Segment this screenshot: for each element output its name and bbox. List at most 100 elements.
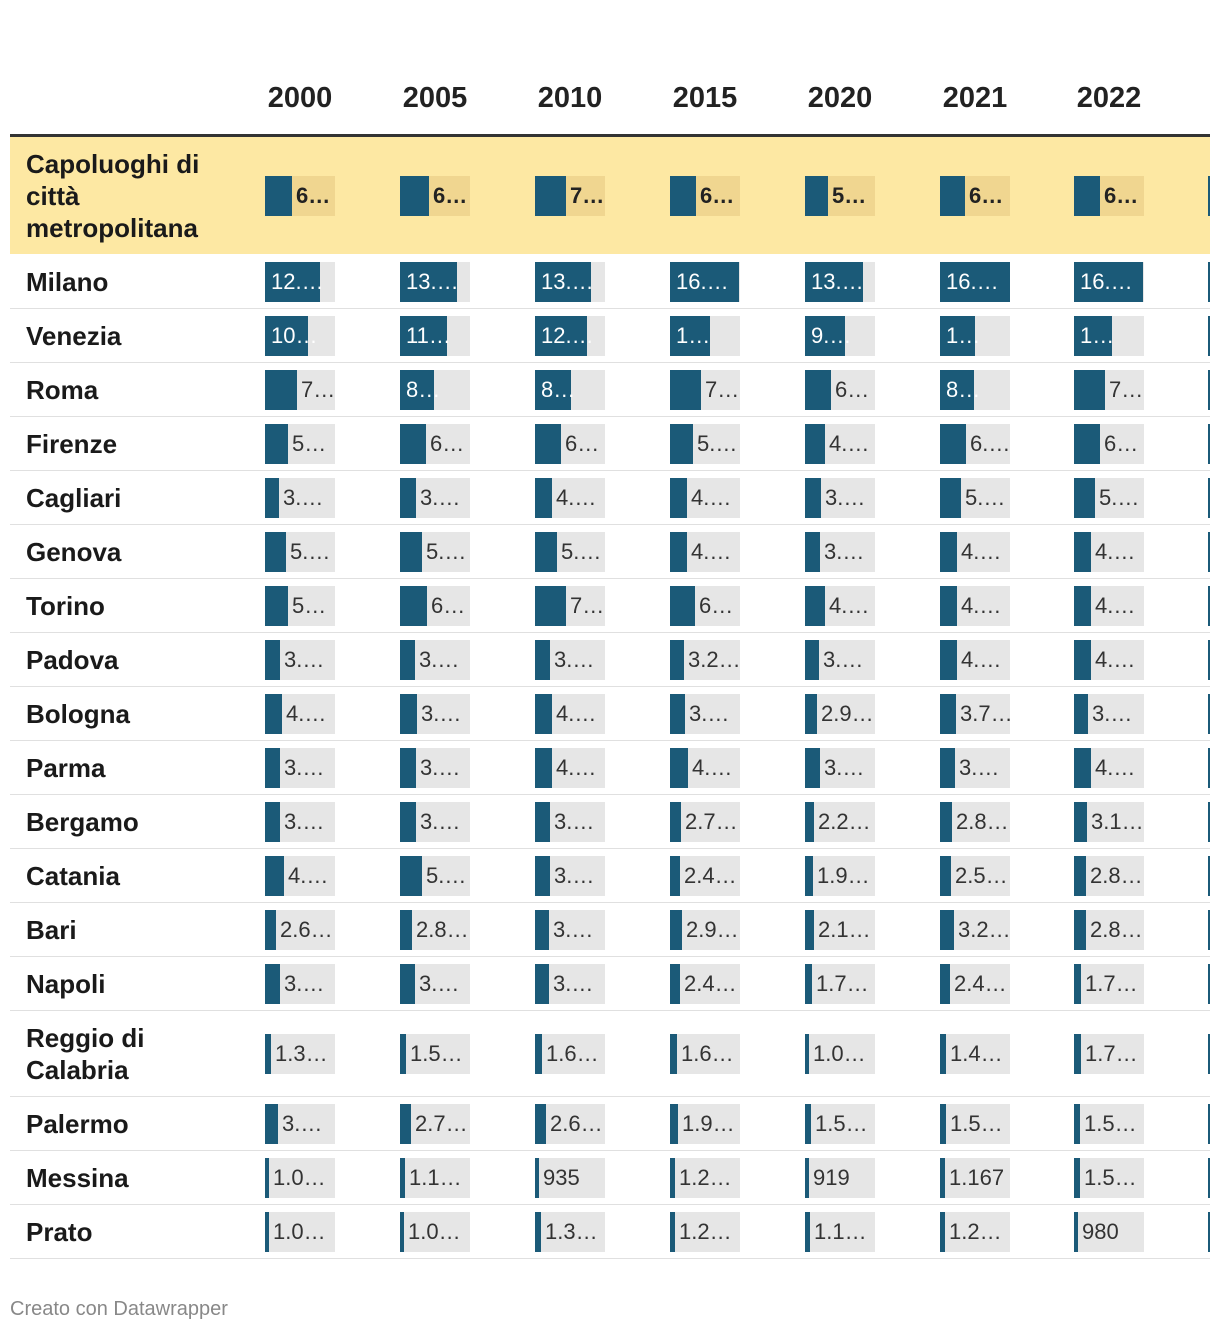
next-column-bar-edge: [1208, 478, 1210, 518]
bar: [805, 964, 812, 1004]
year-header-2022[interactable]: 2022: [1076, 82, 1142, 114]
table-row: Firenze 5… 6… 6… 5.… 4.… 6.… 6…: [10, 417, 1210, 471]
bar-cell: 3.…: [805, 532, 875, 572]
bar: [670, 1104, 678, 1144]
bar-value-label: 6…: [431, 593, 466, 618]
bar-cell: 1.3…: [265, 1034, 335, 1074]
bar-cell: 2.4…: [670, 964, 740, 1004]
bar: [805, 262, 863, 302]
bar-cell: 11…: [400, 316, 470, 356]
bar-track: [805, 910, 875, 950]
bar: [1074, 1034, 1081, 1074]
bar-cell: 3.…: [400, 640, 470, 680]
bar: [670, 586, 695, 626]
bar: [400, 802, 416, 842]
bar-cell: 6…: [1074, 424, 1144, 464]
next-column-bar-edge: [1208, 586, 1210, 626]
bar-track: [940, 1104, 1010, 1144]
bar: [1074, 176, 1100, 216]
next-column-bar-edge: [1208, 1034, 1210, 1074]
year-header-2010[interactable]: 2010: [537, 82, 603, 114]
bar: [1074, 478, 1095, 518]
bar-value-label: 6…: [1104, 431, 1139, 456]
bar-cell: 4.…: [940, 532, 1010, 572]
bar-value-label: 8…: [946, 377, 981, 402]
bar-value-label: 5.…: [426, 539, 467, 564]
bar-cell: 4.…: [670, 478, 740, 518]
bar-value-label: 2.9…: [821, 701, 874, 726]
year-header-2015[interactable]: 2015: [672, 82, 738, 114]
next-column-bar-edge: [1208, 370, 1210, 410]
bar-cell: 1.5…: [940, 1104, 1010, 1144]
bar-cell: 2.1…: [805, 910, 875, 950]
bar-cell: 2.9…: [805, 694, 875, 734]
bar-cell: 6…: [400, 586, 470, 626]
bar: [400, 856, 422, 896]
bar-cell: 1.4…: [940, 1034, 1010, 1074]
bar-cell: 3.…: [940, 748, 1010, 788]
bar-value-label: 5.…: [1099, 485, 1140, 510]
bar-value-label: 2.6…: [280, 917, 333, 942]
bar-value-label: 8…: [541, 377, 576, 402]
bar: [940, 640, 957, 680]
bar-cell: 1.7…: [1074, 964, 1144, 1004]
bar: [265, 262, 320, 302]
next-column-bar-edge: [1208, 640, 1210, 680]
bar-track: [265, 1212, 335, 1252]
year-header-2020[interactable]: 2020: [807, 82, 873, 114]
bar-cell: 1.9…: [670, 1104, 740, 1144]
table-row: Genova 5.… 5.… 5.… 4.… 3.… 4.… 4.…: [10, 525, 1210, 579]
bar-value-label: 2.6…: [550, 1111, 603, 1136]
bar: [940, 856, 951, 896]
year-header-2005[interactable]: 2005: [402, 82, 468, 114]
bar-cell: 6…: [265, 176, 335, 216]
bar-value-label: 1.7…: [1085, 971, 1138, 996]
bar-cell: 3.…: [265, 640, 335, 680]
bar-cell: 1.0…: [265, 1158, 335, 1198]
bar-value-label: 9.…: [811, 323, 852, 348]
bar-value-label: 6…: [700, 183, 735, 208]
bar: [400, 694, 417, 734]
bar-value-label: 3.…: [283, 485, 324, 510]
bar-value-label: 1.6…: [546, 1041, 599, 1066]
bar-value-label: 3.…: [420, 485, 461, 510]
year-header-2000[interactable]: 2000: [267, 82, 333, 114]
next-column-bar-edge: [1208, 316, 1210, 356]
bar: [1074, 748, 1091, 788]
bar-value-label: 2.2…: [818, 809, 871, 834]
bar-track: [535, 1034, 605, 1074]
bar: [400, 1158, 405, 1198]
bar: [1074, 370, 1105, 410]
bar-value-label: 980: [1082, 1219, 1119, 1244]
bar: [1074, 262, 1143, 302]
bar: [535, 1212, 541, 1252]
bar-value-label: 1.1…: [409, 1165, 462, 1190]
table-row: Bari 2.6… 2.8… 3.… 2.9… 2.1… 3.2… 2.8…: [10, 903, 1210, 957]
bar-value-label: 6…: [1104, 183, 1139, 208]
next-column-bar-edge: [1208, 424, 1210, 464]
bar-cell: 2.8…: [1074, 910, 1144, 950]
bar-cell: 4.…: [1074, 586, 1144, 626]
bar-cell: 1.1…: [400, 1158, 470, 1198]
bar-cell: 6…: [400, 176, 470, 216]
bar-value-label: 2.8…: [1090, 863, 1143, 888]
next-column-bar-edge: [1208, 856, 1210, 896]
year-header-2021[interactable]: 2021: [942, 82, 1008, 114]
bar-value-label: 3.…: [284, 809, 325, 834]
bar: [265, 478, 279, 518]
bar-cell: 16.…: [940, 262, 1010, 302]
bar: [1074, 640, 1091, 680]
table-row: Catania 4.… 5.… 3.… 2.4… 1.9… 2.5… 2.8…: [10, 849, 1210, 903]
table-row: Napoli 3.… 3.… 3.… 2.4… 1.7… 2.4… 1.7…: [10, 957, 1210, 1011]
bar-value-label: 3.…: [420, 809, 461, 834]
bar-value-label: 6…: [430, 431, 465, 456]
bar-cell: 7…: [265, 370, 335, 410]
bar-cell: 3.…: [805, 640, 875, 680]
bar-cell: 7…: [1074, 370, 1144, 410]
bar: [400, 964, 415, 1004]
next-column-bar-edge: [1208, 694, 1210, 734]
bar-cell: 1.0…: [805, 1034, 875, 1074]
datawrapper-credit[interactable]: Creato con Datawrapper: [10, 1298, 228, 1320]
bar-value-label: 1.9…: [817, 863, 870, 888]
bar-cell: 3.…: [265, 964, 335, 1004]
